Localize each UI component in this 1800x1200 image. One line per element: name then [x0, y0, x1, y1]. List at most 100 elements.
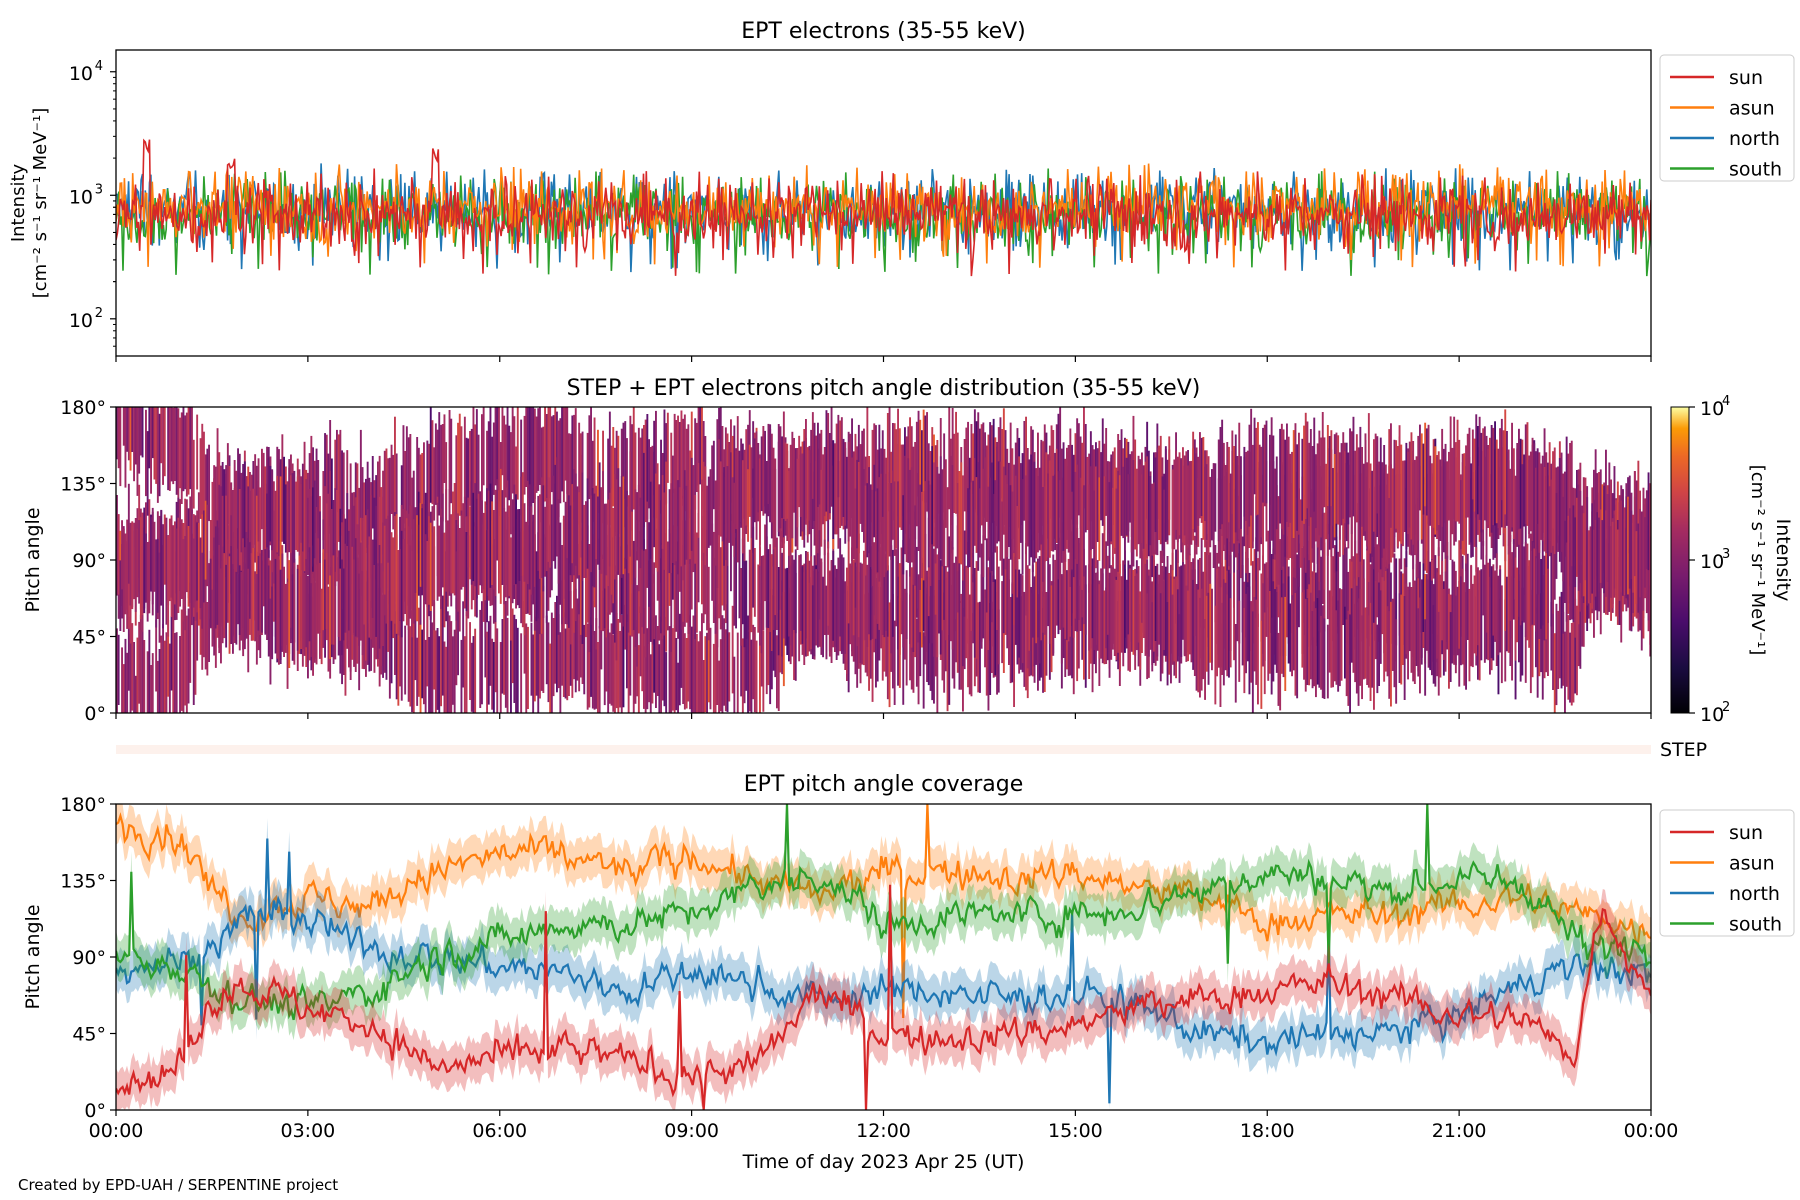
heatmap-cell: [847, 523, 850, 624]
heatmap-cell: [1253, 417, 1256, 495]
heatmap-cell: [124, 407, 127, 488]
heatmap-cell: [221, 495, 224, 578]
heatmap-cell: [1142, 465, 1145, 549]
heatmap-cell: [588, 544, 591, 653]
heatmap-cell: [494, 608, 497, 693]
x-tick-label: 09:00: [664, 1120, 719, 1142]
heatmap-cell: [116, 628, 118, 713]
heatmap-cell: [777, 424, 780, 532]
heatmap-cell: [1265, 420, 1268, 504]
heatmap-cell: [1379, 549, 1382, 628]
heatmap-cell: [416, 437, 419, 515]
heatmap-cell: [482, 407, 485, 486]
heatmap-cell: [574, 588, 577, 693]
heatmap-cell: [1055, 448, 1058, 543]
heatmap-cell: [1640, 511, 1643, 580]
heatmap-cell: [649, 654, 652, 713]
heatmap-cell: [1233, 446, 1235, 544]
heatmap-cell: [741, 460, 744, 554]
heatmap-cell: [1251, 611, 1254, 713]
heatmap-cell: [707, 476, 710, 548]
heatmap-cell: [1245, 452, 1247, 521]
heatmap-cell: [915, 421, 918, 527]
heatmap-cell: [856, 540, 859, 647]
heatmap-cell: [1282, 583, 1285, 678]
heatmap-cell: [527, 407, 529, 507]
heatmap-cell: [214, 466, 217, 575]
heatmap-cell: [675, 542, 678, 632]
heatmap-cell: [1471, 583, 1474, 668]
heatmap-cell: [921, 430, 923, 502]
heatmap-cell: [1460, 480, 1462, 550]
heatmap-cell: [922, 491, 925, 581]
heatmap-cell: [750, 639, 753, 713]
heatmap-cell: [574, 408, 577, 508]
heatmap-cell: [967, 421, 969, 513]
heatmap-cell: [339, 568, 342, 641]
heatmap-cell: [383, 525, 386, 595]
heatmap-cell: [139, 614, 142, 713]
heatmap-cell: [639, 606, 642, 677]
heatmap-cell: [199, 537, 202, 609]
heatmap-cell: [539, 595, 541, 699]
heatmap-cell: [1284, 439, 1287, 530]
heatmap-cell: [612, 507, 615, 604]
heatmap-cell: [368, 477, 371, 561]
heatmap-cell: [694, 418, 697, 510]
heatmap-cell: [798, 435, 801, 508]
heatmap-cell: [1564, 631, 1566, 713]
heatmap-cell: [626, 490, 628, 560]
heatmap-cell: [968, 594, 971, 695]
heatmap-cell: [598, 538, 601, 629]
heatmap-cell: [1361, 447, 1363, 527]
heatmap-cell: [1156, 447, 1159, 556]
heatmap-cell: [1253, 549, 1256, 644]
heatmap-cell: [1608, 526, 1611, 612]
heatmap-cell: [1565, 542, 1568, 622]
heatmap-cell: [1405, 442, 1408, 550]
heatmap-cell: [590, 495, 592, 573]
heatmap-cell: [1424, 619, 1427, 696]
heatmap-cell: [1211, 469, 1213, 541]
heatmap-cell: [1062, 522, 1065, 628]
heatmap-cell: [237, 448, 239, 549]
series-line-sun: [116, 138, 1651, 277]
heatmap-cell: [1499, 569, 1502, 653]
heatmap-cell: [122, 407, 125, 446]
heatmap-cell: [191, 407, 193, 514]
heatmap-cell: [1120, 576, 1123, 653]
heatmap-cell: [1541, 539, 1544, 626]
heatmap-cell: [1541, 592, 1544, 700]
heatmap-cell: [851, 547, 853, 657]
heatmap-cell: [192, 599, 195, 705]
heatmap-cell: [1330, 606, 1333, 688]
heatmap-cell: [922, 409, 925, 494]
y-tick-label: 0°: [84, 1100, 106, 1122]
heatmap-cell: [1407, 451, 1409, 535]
heatmap-cell: [1258, 444, 1261, 515]
heatmap-cell: [1632, 514, 1635, 593]
heatmap-cell: [1458, 439, 1461, 524]
heatmap-cell: [695, 633, 698, 713]
heatmap-cell: [873, 464, 876, 538]
heatmap-cell: [840, 417, 843, 523]
heatmap-cell: [919, 419, 922, 526]
heatmap-cell: [153, 407, 156, 480]
heatmap-cell: [501, 407, 504, 476]
heatmap-cell: [1550, 541, 1553, 627]
heatmap-cell: [346, 546, 349, 649]
heatmap-cell: [724, 629, 727, 712]
heatmap-cell: [189, 496, 192, 604]
heatmap-cell: [168, 518, 171, 602]
heatmap-cell: [573, 558, 575, 633]
heatmap-cell: [1349, 614, 1351, 713]
heatmap-cell: [549, 643, 552, 713]
colorbar-tick-label: 10: [1700, 398, 1724, 420]
heatmap-cell: [351, 492, 354, 601]
heatmap-cell: [1649, 536, 1651, 645]
heatmap-cell: [540, 538, 543, 634]
heatmap-cell: [305, 479, 308, 566]
heatmap-cell: [1057, 471, 1060, 580]
heatmap-cell: [1594, 449, 1597, 554]
heatmap-cell: [196, 522, 199, 601]
